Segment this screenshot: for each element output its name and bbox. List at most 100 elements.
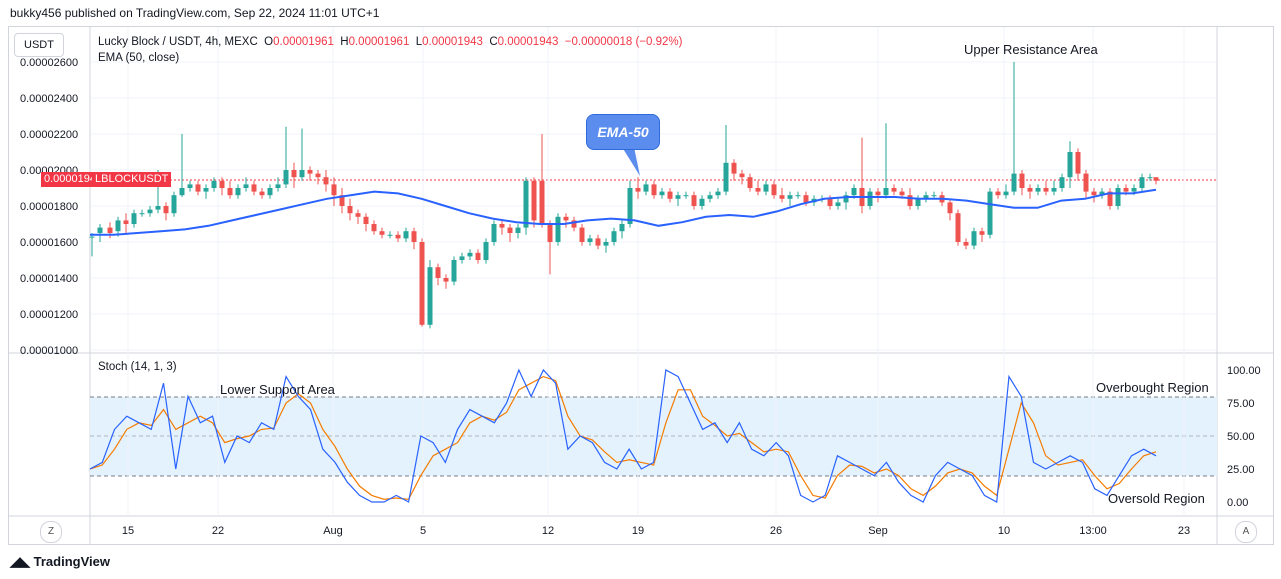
stoch-axis: 100.00 75.00 50.00 25.00 0.00 bbox=[1227, 365, 1261, 509]
time-tick-label: Aug bbox=[323, 525, 343, 537]
candle-body bbox=[155, 206, 161, 210]
candle-body bbox=[331, 184, 337, 196]
candle-body bbox=[339, 195, 345, 206]
candle-body bbox=[89, 236, 95, 238]
candle-body bbox=[97, 227, 103, 233]
candle-body bbox=[235, 188, 241, 196]
price-tick-label: 0.00001000 bbox=[20, 345, 78, 357]
chart-frame bbox=[8, 26, 1274, 545]
legend-o-value: 0.00001961 bbox=[273, 36, 334, 48]
candle-body bbox=[675, 195, 681, 199]
candle-body bbox=[243, 184, 249, 188]
candle-body bbox=[779, 195, 785, 199]
candle-body bbox=[923, 195, 929, 199]
candle-body bbox=[595, 238, 601, 246]
ticker-tag: LBLOCKUSDT bbox=[92, 172, 172, 187]
legend-l-value: 0.00001943 bbox=[422, 36, 483, 48]
candle-body bbox=[1131, 188, 1137, 192]
candle-body bbox=[907, 195, 913, 206]
time-tick-label: 10 bbox=[998, 525, 1010, 537]
legend-l-label: L bbox=[415, 36, 423, 48]
legend-symbol[interactable]: Lucky Block / USDT, 4h, MEXC bbox=[98, 36, 258, 48]
zoom-button[interactable]: Z bbox=[40, 521, 62, 543]
candle-body bbox=[195, 184, 201, 192]
candle-body bbox=[555, 216, 561, 242]
candle-body bbox=[891, 188, 897, 192]
candle-body bbox=[619, 224, 625, 232]
time-tick-label: 26 bbox=[770, 525, 782, 537]
candle-body bbox=[131, 213, 137, 224]
candle-body bbox=[963, 242, 969, 246]
candle-body bbox=[115, 220, 121, 232]
candle-body bbox=[915, 198, 921, 206]
candle-body bbox=[571, 220, 577, 228]
legend-change: −0.00000018 (−0.92%) bbox=[564, 36, 683, 48]
tradingview-logo: ◢◣ TradingView bbox=[10, 554, 110, 570]
candle-body bbox=[491, 224, 497, 242]
candle-body bbox=[1019, 173, 1025, 188]
candle-body bbox=[1083, 173, 1089, 192]
candle-body bbox=[691, 195, 697, 206]
candle-body bbox=[931, 195, 937, 197]
time-tick-label: 22 bbox=[212, 525, 224, 537]
auto-scale-button[interactable]: A bbox=[1235, 521, 1257, 543]
candle-body bbox=[563, 216, 569, 221]
stoch-tick-label: 75.00 bbox=[1227, 398, 1255, 410]
candle-body bbox=[643, 184, 649, 192]
legend-ema[interactable]: EMA (50, close) bbox=[98, 52, 180, 64]
candle-body bbox=[683, 195, 689, 197]
candle-body bbox=[771, 184, 777, 196]
candle-body bbox=[1099, 191, 1105, 196]
candle-body bbox=[459, 256, 465, 260]
ema-bubble-pointer bbox=[622, 147, 640, 176]
time-tick-label: 19 bbox=[632, 525, 644, 537]
candle-body bbox=[627, 188, 633, 224]
candle-body bbox=[579, 227, 585, 242]
currency-button[interactable]: USDT bbox=[14, 33, 64, 57]
candle-body bbox=[547, 224, 553, 242]
time-tick-label: 12 bbox=[542, 525, 554, 537]
candle-body bbox=[443, 278, 449, 282]
candle-body bbox=[171, 195, 177, 214]
candle-body bbox=[403, 231, 409, 239]
candle-body bbox=[283, 170, 289, 185]
stoch-d-line bbox=[89, 375, 1157, 501]
candle-body bbox=[995, 191, 1001, 196]
candle-body bbox=[1067, 152, 1073, 178]
candle-body bbox=[291, 170, 297, 178]
candle-body bbox=[723, 162, 729, 192]
candle-body bbox=[187, 184, 193, 188]
candle-body bbox=[163, 206, 169, 214]
candle-body bbox=[475, 252, 481, 260]
candle-body bbox=[867, 191, 873, 206]
legend-h-label: H bbox=[340, 36, 349, 48]
candle-body bbox=[1107, 191, 1113, 206]
candle-body bbox=[1051, 188, 1057, 192]
candle-body bbox=[307, 170, 313, 174]
stoch-tick-label: 50.00 bbox=[1227, 431, 1255, 443]
price-tick-label: 0.00001200 bbox=[20, 309, 78, 321]
candle-body bbox=[275, 184, 281, 188]
time-tick-label: 15 bbox=[122, 525, 134, 537]
candle-body bbox=[883, 188, 889, 196]
candle-body bbox=[347, 206, 353, 214]
candle-body bbox=[699, 198, 705, 206]
candle-body bbox=[251, 184, 257, 192]
last-price-tag: 0.00001943 bbox=[41, 172, 106, 187]
candle-body bbox=[851, 188, 857, 196]
candle-body bbox=[267, 188, 273, 196]
candle-body bbox=[419, 242, 425, 325]
candle-body bbox=[363, 216, 369, 224]
footer-text: TradingView bbox=[33, 554, 110, 569]
candle-body bbox=[323, 177, 329, 185]
candle-body bbox=[787, 195, 793, 199]
candle-body bbox=[355, 213, 361, 217]
stoch-legend[interactable]: Stoch (14, 1, 3) bbox=[98, 361, 177, 373]
candle-body bbox=[659, 191, 665, 196]
price-tick-label: 0.00001800 bbox=[20, 201, 78, 213]
candles bbox=[89, 62, 1159, 329]
candle-body bbox=[611, 231, 617, 242]
candle-body bbox=[795, 195, 801, 197]
candle-body bbox=[259, 191, 265, 196]
